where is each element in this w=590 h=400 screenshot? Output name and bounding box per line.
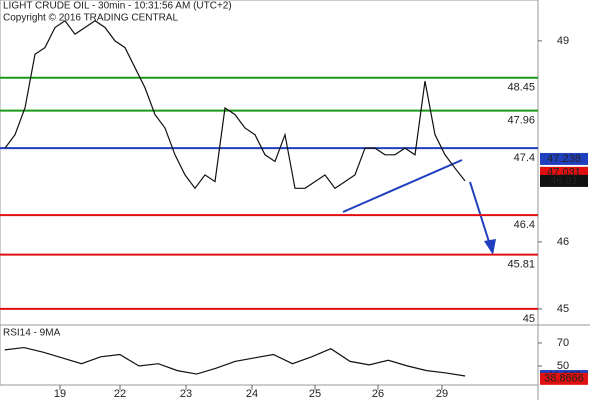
level-label: 47.4: [514, 152, 535, 164]
plot-frame: [0, 0, 539, 386]
y-tick-label: 45: [557, 303, 569, 315]
price-line: [4, 346, 466, 377]
level-label: 47.96: [507, 114, 535, 126]
price-tag-label: 47.238: [547, 153, 581, 165]
x-tick-label: 24: [246, 388, 258, 400]
arrow-head: [484, 239, 496, 255]
rsi-title: RSI14 - 9MA: [3, 328, 61, 339]
level-label: 45: [523, 313, 535, 325]
level-label: 48.45: [507, 82, 535, 94]
arrow-shaft: [469, 181, 491, 246]
price-tag: [540, 372, 588, 385]
trend-line: [342, 159, 463, 213]
y-tick-label: 70: [557, 337, 569, 349]
chart-title: LIGHT CRUDE OIL - 30min - 10:31:56 AM (U…: [3, 1, 232, 12]
x-tick-label: 19: [54, 388, 66, 400]
x-tick-label: 29: [436, 388, 448, 400]
price-tag: [540, 152, 588, 165]
x-tick-label: 22: [114, 388, 126, 400]
chart-subtitle: Copyright © 2016 TRADING CENTRAL: [3, 13, 178, 24]
price-line: [4, 19, 466, 190]
price-tag-label: 38.8666: [544, 373, 584, 385]
price-tag-label: 46.91: [550, 175, 578, 187]
level-label: 45.81: [507, 259, 535, 271]
price-tag: [540, 174, 588, 187]
x-tick-label: 26: [372, 388, 384, 400]
x-tick-label: 25: [309, 388, 321, 400]
y-tick-label: 49: [557, 35, 569, 47]
y-tick-label: 50: [557, 360, 569, 372]
level-label: 46.4: [514, 219, 535, 231]
x-tick-label: 23: [180, 388, 192, 400]
y-tick-label: 46: [557, 236, 569, 248]
